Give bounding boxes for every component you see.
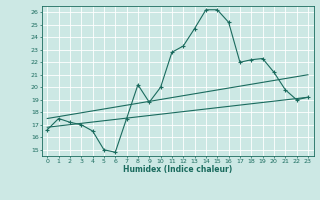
- X-axis label: Humidex (Indice chaleur): Humidex (Indice chaleur): [123, 165, 232, 174]
